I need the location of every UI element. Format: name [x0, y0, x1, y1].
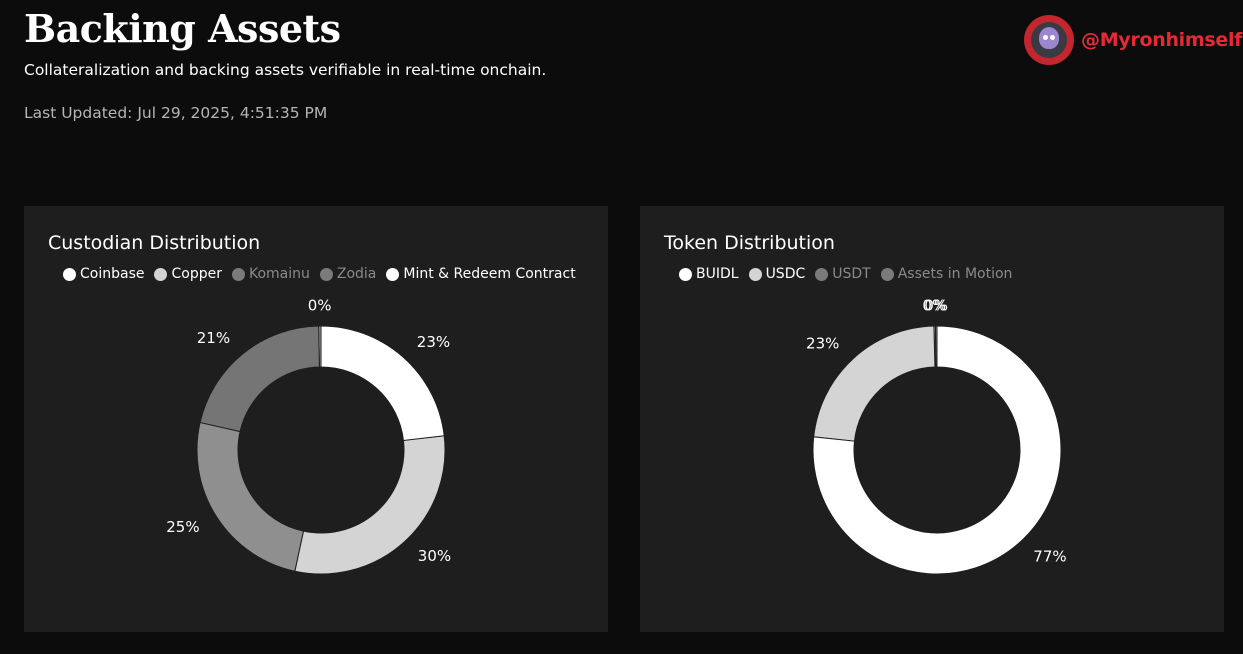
legend-item-komainu[interactable]: Komainu [231, 266, 310, 282]
slice-label-usdc: 23% [806, 335, 839, 353]
legend-item-usdt[interactable]: USDT [815, 266, 871, 282]
donut-slice-copper[interactable] [294, 435, 446, 575]
legend-swatch [880, 267, 894, 281]
donut-slice-buidl[interactable] [812, 325, 1062, 575]
legend-item-zodia[interactable]: Zodia [319, 266, 377, 282]
legend-label: Copper [171, 266, 222, 282]
legend-label: Mint & Redeem Contract [403, 266, 576, 282]
legend-label: Zodia [336, 266, 377, 282]
legend-swatch [748, 267, 762, 281]
legend-label: BUIDL [696, 266, 739, 282]
legend-label: Coinbase [80, 266, 145, 282]
slice-label-komainu: 25% [166, 518, 199, 536]
last-updated-text: Last Updated: Jul 29, 2025, 4:51:35 PM [24, 104, 328, 122]
custodian-chart-title: Custodian Distribution [48, 232, 261, 254]
legend-item-buidl[interactable]: BUIDL [679, 266, 739, 282]
custodian-distribution-card: 23% 30% 25% 21% 0% Custodian Distribution Co… [24, 206, 608, 632]
donut-slice-usdc[interactable] [813, 325, 936, 442]
slice-label-coinbase: 23% [417, 333, 450, 351]
legend-swatch [319, 267, 333, 281]
legend-swatch [231, 267, 245, 281]
legend-label: Komainu [248, 266, 310, 282]
legend-item-coinbase[interactable]: Coinbase [63, 266, 144, 282]
token-chart-title: Token Distribution [664, 232, 835, 254]
donut-slice-komainu[interactable] [196, 421, 305, 572]
legend-item-assets-in-motion[interactable]: Assets in Motion [880, 266, 1013, 282]
token-legend: BUIDL USDC USDT Assets in Motion [679, 266, 1022, 282]
slice-label-zodia: 21% [197, 329, 230, 347]
slice-label-assets-in-motion: 0% [924, 297, 948, 315]
watermark-handle: @Myronhimself [1081, 29, 1243, 51]
custodian-legend: Coinbase Copper Komainu Zodia Mint & Redeem … [63, 266, 586, 282]
legend-swatch [63, 267, 76, 281]
legend-swatch [679, 267, 692, 281]
legend-swatch [815, 267, 829, 281]
donut-slice-coinbase[interactable] [320, 325, 445, 441]
slice-label-mint-and-redeem-contract: 0% [308, 297, 332, 315]
token-distribution-card: 77% 23% 0% 0% Token Distribution BUIDL USDC U… [640, 206, 1224, 632]
slice-label-usdt: 0% [922, 297, 946, 315]
legend-label: Assets in Motion [897, 266, 1013, 282]
page-title: Backing Assets [24, 6, 341, 51]
legend-label: USDC [765, 266, 806, 282]
legend-swatch [154, 267, 168, 281]
legend-item-copper[interactable]: Copper [154, 266, 222, 282]
slice-label-buidl: 77% [1033, 548, 1066, 566]
watermark: @Myronhimself [1024, 15, 1242, 65]
slice-label-copper: 30% [418, 547, 451, 565]
donut-slice-zodia[interactable] [199, 325, 320, 433]
custodian-donut-chart: 23% 30% 25% 21% 0% [166, 297, 451, 575]
legend-item-mint-and-redeem-contract[interactable]: Mint & Redeem Contract [386, 266, 576, 282]
legend-item-usdc[interactable]: USDC [748, 266, 806, 282]
legend-swatch [386, 267, 400, 281]
token-donut-chart: 77%23%0%0% [806, 297, 1067, 575]
legend-label: USDT [832, 266, 871, 282]
avatar [1024, 15, 1074, 65]
page-subtitle: Collateralization and backing assets ver… [24, 61, 547, 79]
